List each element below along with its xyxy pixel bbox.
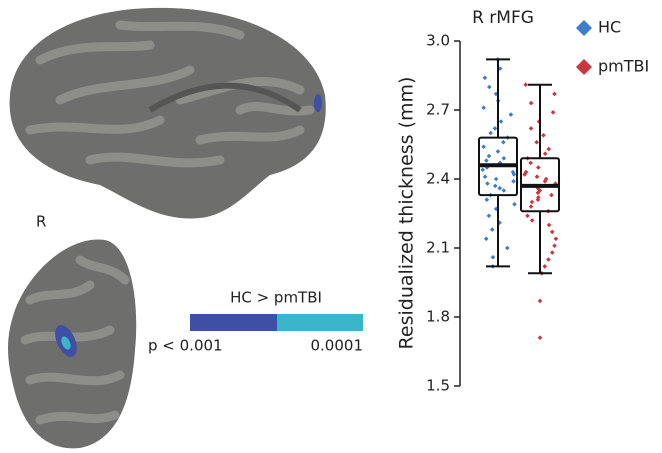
y-tick-label: 2.4: [426, 170, 450, 188]
data-point: [536, 165, 541, 170]
data-point: [546, 257, 551, 262]
data-point: [529, 218, 535, 223]
data-point: [542, 151, 548, 156]
hemisphere-label: R: [36, 213, 46, 231]
data-point: [483, 236, 489, 242]
data-point: [481, 144, 486, 150]
data-point: [541, 133, 546, 138]
data-point: [542, 264, 548, 269]
data-point: [490, 254, 496, 260]
data-point: [501, 156, 507, 161]
data-point: [535, 190, 541, 196]
outlier: [537, 335, 543, 340]
data-point: [534, 174, 540, 179]
data-point: [549, 250, 555, 255]
data-point: [495, 149, 501, 154]
data-point: [482, 174, 488, 179]
colorbar-label: p < 0.001: [148, 337, 223, 355]
colorbar-segment: [190, 314, 277, 331]
data-point: [535, 197, 541, 202]
data-point: [537, 188, 543, 193]
data-point: [542, 179, 548, 184]
y-tick-label: 1.5: [426, 377, 450, 395]
brain-frontal: [8, 239, 137, 449]
data-point: [528, 100, 534, 106]
colorbar-title: HC > pmTBI: [230, 289, 322, 307]
data-point: [512, 202, 517, 207]
data-point: [528, 126, 534, 131]
data-point: [497, 220, 502, 225]
data-point: [501, 188, 507, 193]
data-point: [480, 167, 486, 173]
data-point: [528, 204, 534, 209]
data-point: [488, 130, 493, 136]
legend-label: HC: [598, 18, 621, 37]
data-point: [508, 112, 514, 117]
data-point: [553, 181, 558, 186]
y-axis-label: Residualized thickness (mm): [396, 77, 418, 350]
legend-marker: [576, 20, 592, 36]
legend-label: pmTBI: [598, 57, 649, 76]
data-point: [546, 222, 552, 228]
brain-lateral: [9, 7, 326, 219]
data-point: [493, 176, 499, 182]
data-point: [486, 153, 492, 159]
y-tick-label: 2.1: [426, 239, 450, 257]
data-point: [489, 227, 495, 232]
data-point: [482, 75, 488, 81]
legend-marker: [576, 59, 592, 75]
y-tick-label: 3.0: [426, 32, 450, 50]
data-point: [529, 199, 535, 205]
data-point: [523, 82, 529, 87]
data-point: [486, 213, 492, 219]
data-point: [485, 181, 490, 186]
data-point: [546, 146, 552, 152]
data-point: [492, 183, 498, 189]
data-point: [549, 192, 554, 198]
data-point: [522, 172, 527, 177]
data-point: [493, 91, 499, 97]
data-point: [481, 105, 486, 110]
data-point: [486, 84, 492, 90]
outlier: [537, 298, 543, 304]
data-point: [484, 158, 489, 163]
colorbar-label: 0.0001: [311, 337, 364, 355]
data-point: [492, 126, 498, 131]
data-point: [534, 139, 539, 145]
data-point: [497, 160, 503, 166]
data-point: [553, 236, 559, 242]
data-point: [528, 160, 533, 166]
data-point: [511, 172, 517, 177]
chart-title: R rMFG: [472, 8, 534, 28]
data-point: [484, 197, 490, 202]
data-point: [497, 185, 503, 191]
data-point: [504, 245, 510, 251]
data-point: [550, 110, 556, 115]
data-point: [525, 213, 530, 219]
data-point: [552, 243, 557, 248]
data-point: [549, 229, 555, 235]
data-point: [552, 91, 557, 97]
data-point: [501, 139, 506, 145]
data-point: [498, 119, 504, 124]
data-point: [511, 179, 516, 184]
y-tick-label: 2.7: [426, 101, 450, 119]
colorbar-segment: [277, 314, 363, 331]
y-tick-label: 1.8: [426, 308, 450, 326]
